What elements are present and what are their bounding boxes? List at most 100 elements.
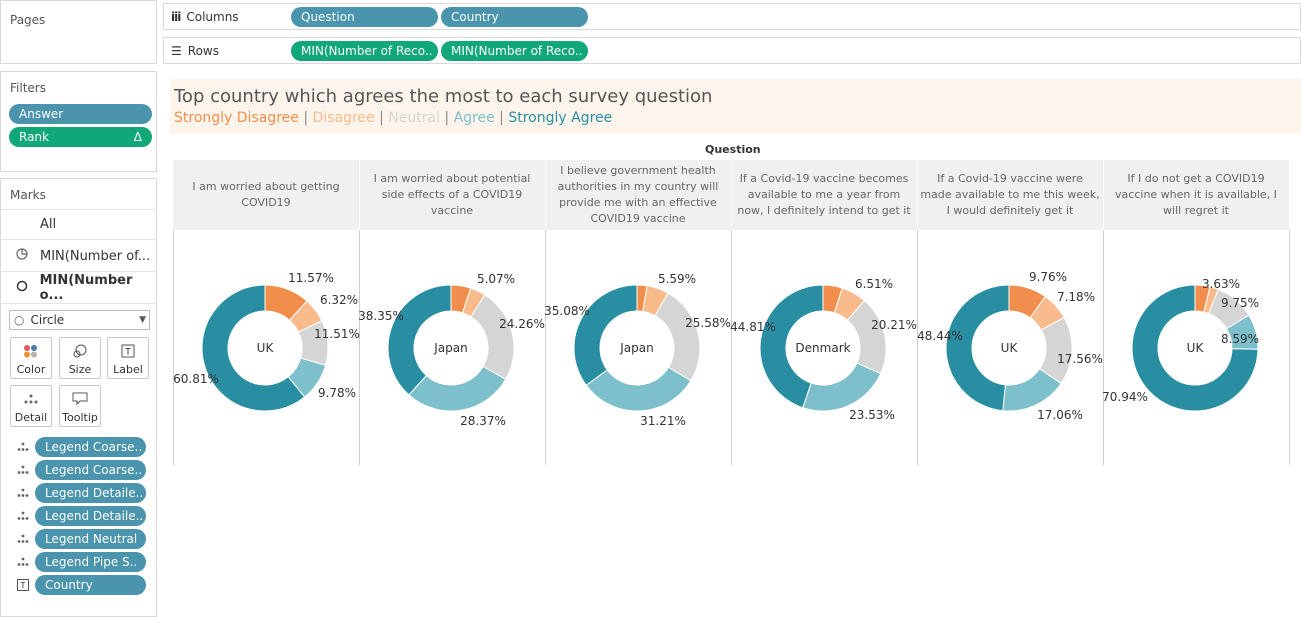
legend-pill[interactable]: Legend Pipe S.. [35,552,146,572]
donut-slice[interactable] [642,285,669,317]
header-divider [917,160,918,230]
slice-label: 48.44% [917,329,963,343]
marks-title: Marks [10,188,46,202]
column-divider [173,230,174,465]
slice-label: 6.32% [319,293,359,307]
donut-slice[interactable] [833,287,866,321]
legend-item: Strongly Disagree [174,110,299,126]
legend-pill[interactable]: Legend Coarse.. [35,460,146,480]
title-legend: Strongly Disagree | Disagree | Neutral |… [174,110,612,126]
question-header: If I do not get a COVID19 vaccine when i… [1103,160,1289,230]
label-card[interactable]: T Label [107,337,149,379]
marks-row-all[interactable]: All [1,209,157,240]
donut-slice[interactable] [585,366,692,412]
rows-label: ☰ Rows [171,44,219,58]
header-divider [359,160,360,230]
donut-slice[interactable] [1038,316,1073,385]
detail-icon [17,441,29,453]
donut-slice[interactable] [802,362,882,412]
slice-label: 35.08% [544,304,590,318]
legend-pill[interactable]: Legend Detaile.. [35,483,146,503]
table-calc-delta-icon: Δ [133,130,142,144]
slice-label: 7.18% [1056,290,1096,304]
donut-slice[interactable] [1008,284,1046,319]
legend-pill[interactable]: Legend Neutral [35,529,146,549]
legend-separator: | [439,110,454,126]
slice-label: 5.59% [657,272,697,286]
detail-card[interactable]: Detail [10,385,52,427]
mark-type-dropdown[interactable]: ○ Circle ▼ [9,310,150,330]
tooltip-card[interactable]: Tooltip [59,385,101,427]
rows-icon: ☰ [171,44,182,58]
columns-pill-question[interactable]: Question [291,7,438,27]
donut-slice[interactable] [461,287,486,318]
slice-label: 6.51% [854,277,894,291]
slice-label: 60.81% [173,372,219,386]
donut-slice[interactable] [636,284,648,313]
donut-center-country: Japan [620,341,654,355]
marks-row-pie[interactable]: MIN(Number of... [1,241,157,272]
legend-item: Disagree [312,110,375,126]
size-card[interactable]: Size [59,337,101,379]
view-title: Top country which agrees the most to eac… [174,86,713,107]
columns-pill-country[interactable]: Country [441,7,588,27]
legend-separator: | [494,110,509,126]
title-area [170,79,1301,134]
donut-center-country: UK [1186,341,1204,355]
slice-label: 28.37% [460,414,506,428]
chevron-down-icon: ▼ [139,315,146,325]
rows-pill-2[interactable]: MIN(Number of Reco.. [441,41,588,61]
donut-slice[interactable] [945,284,1010,412]
legend-pill[interactable]: Country [35,575,146,595]
donut-center-country: Denmark [795,341,851,355]
donut-slice[interactable] [822,284,843,314]
detail-icon [17,487,29,499]
slice-label: 31.21% [640,414,686,428]
slice-label: 70.94% [1102,390,1148,404]
slice-label: 3.63% [1201,277,1241,291]
column-divider [917,230,918,465]
column-divider [1103,230,1104,465]
question-header: I am worried about getting COVID19 [173,160,359,230]
slice-label: 9.78% [317,386,357,400]
filters-title: Filters [10,81,46,95]
legend-separator: | [298,110,313,126]
pie-icon [16,248,30,264]
donut-slice[interactable] [654,292,701,382]
filter-pill-rank[interactable]: Rank Δ [9,127,152,147]
svg-text:T: T [124,347,131,357]
donut-slice[interactable] [387,284,452,396]
legend-pill[interactable]: Legend Detaile.. [35,506,146,526]
color-card[interactable]: Color [10,337,52,379]
legend-separator: | [374,110,389,126]
slice-label: 9.75% [1220,296,1260,310]
marks-row-circle[interactable]: MIN(Number o... [1,273,157,304]
question-header: I am worried about potential side effect… [359,160,545,230]
pages-title: Pages [10,13,46,27]
size-icon [72,338,88,363]
donut-center-country: Japan [434,341,468,355]
donut-slice[interactable] [846,299,887,375]
pages-panel: Pages [0,0,157,64]
slice-label: 11.57% [288,271,334,285]
donut-slice[interactable] [573,284,638,386]
rows-pill-1[interactable]: MIN(Number of Reco.. [291,41,438,61]
legend-item: Strongly Agree [508,110,613,126]
detail-icon [17,556,29,568]
slice-label: 23.53% [849,408,895,422]
donut-slice[interactable] [1002,368,1062,412]
donut-slice[interactable] [408,365,507,412]
donut-slice[interactable] [470,294,515,380]
donut-slice[interactable] [201,284,306,412]
donut-center-country: UK [1000,341,1018,355]
filter-pill-answer[interactable]: Answer [9,104,152,124]
slice-label: 20.21% [871,318,917,332]
slice-label: 38.35% [358,309,404,323]
column-header-question: Question [705,143,761,156]
donut-slice[interactable] [450,284,472,314]
question-header: If a Covid-19 vaccine were made availabl… [917,160,1103,230]
slice-label: 9.76% [1028,270,1068,284]
legend-pill[interactable]: Legend Coarse.. [35,437,146,457]
donut-center-country: UK [256,341,274,355]
donut-slice[interactable] [264,284,308,322]
